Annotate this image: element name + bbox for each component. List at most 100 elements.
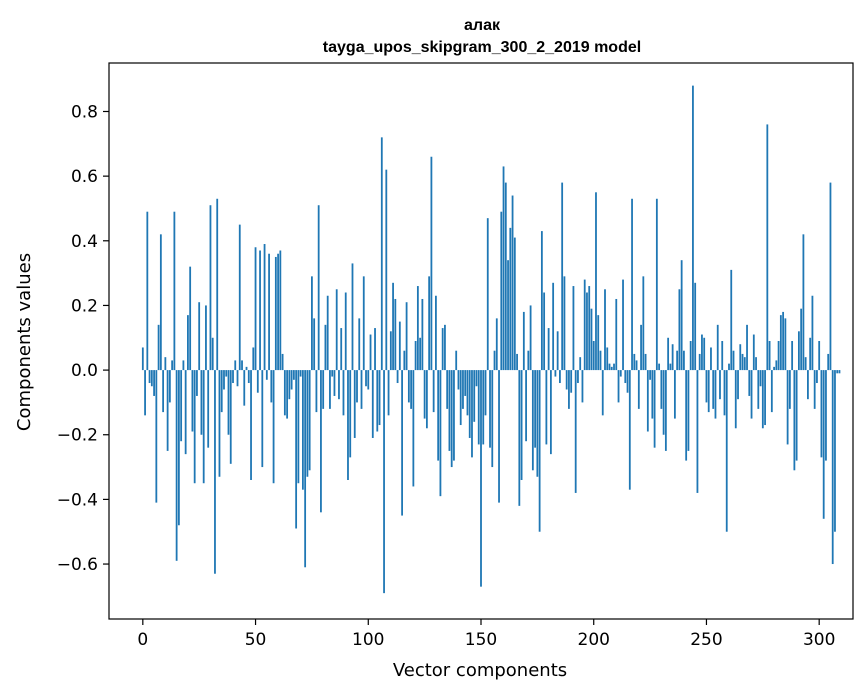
bar [500, 211, 503, 371]
bar [601, 370, 604, 416]
bar [223, 370, 225, 390]
bar [606, 347, 609, 371]
bar [263, 244, 266, 371]
bar [383, 370, 385, 594]
bar [358, 318, 361, 371]
bar [362, 276, 365, 371]
bar [752, 334, 755, 371]
bar [189, 266, 192, 371]
bar [254, 247, 257, 371]
bar [306, 370, 309, 477]
bar [712, 370, 715, 409]
bar [513, 237, 516, 371]
bar [272, 370, 275, 484]
bar [802, 234, 805, 371]
bar [590, 308, 593, 371]
bar [342, 370, 345, 416]
bar [723, 370, 726, 416]
bar [748, 370, 751, 396]
bar [247, 370, 250, 384]
bar [658, 363, 661, 371]
bar [599, 350, 602, 371]
bar [389, 331, 392, 371]
bar [220, 370, 223, 413]
bar [522, 311, 525, 371]
y-tick-label: 0.8 [71, 102, 98, 122]
bar [493, 350, 496, 371]
bar [746, 324, 748, 371]
bar [689, 341, 692, 371]
bar [680, 260, 683, 371]
bar [182, 360, 185, 371]
bar [538, 370, 541, 532]
bar [610, 366, 613, 371]
bar [392, 282, 394, 371]
bar [800, 308, 803, 371]
bar [671, 344, 674, 371]
bar [367, 370, 370, 390]
bar [250, 370, 252, 480]
x-tick-label: 300 [803, 630, 835, 650]
bar [608, 363, 611, 371]
bar [572, 286, 575, 371]
bar [416, 286, 419, 371]
bar [437, 370, 440, 461]
bar [653, 370, 656, 448]
bar [714, 370, 717, 419]
bar [678, 289, 681, 371]
bar [635, 360, 638, 371]
y-axis-ticks: −0.6 −0.4 −0.2 0.0 0.2 0.4 0.6 0.8 [57, 102, 109, 575]
bar [556, 331, 559, 371]
bar [788, 370, 791, 409]
bar [721, 341, 724, 371]
bar [644, 353, 647, 371]
bar [150, 370, 153, 387]
bar [696, 370, 699, 493]
bar [568, 370, 570, 409]
bar [450, 370, 453, 468]
x-tick-label: 150 [465, 630, 497, 650]
bar [304, 370, 307, 568]
bar [313, 318, 316, 371]
bar [631, 198, 633, 371]
bar [784, 318, 787, 371]
bar [529, 305, 532, 371]
y-tick-label: −0.6 [57, 555, 98, 575]
bar [432, 370, 435, 413]
bar [757, 370, 760, 409]
bar [320, 370, 322, 513]
bar [486, 218, 489, 371]
bar [259, 250, 261, 371]
bar [619, 370, 622, 377]
bar [818, 341, 821, 371]
bar [297, 370, 300, 484]
bar [793, 370, 796, 471]
bar [525, 370, 527, 442]
bar [234, 360, 237, 371]
bar [205, 305, 207, 371]
bar [175, 370, 178, 561]
bar [649, 370, 651, 380]
bar [755, 357, 757, 371]
bar [468, 370, 471, 438]
bar [703, 337, 706, 371]
bar [229, 370, 232, 464]
bar [274, 256, 277, 371]
bar [741, 353, 744, 371]
bar [238, 224, 241, 371]
bar [552, 282, 555, 371]
bar [173, 211, 176, 371]
bar [430, 156, 433, 371]
bar [786, 370, 789, 445]
x-tick-label: 50 [245, 630, 267, 650]
chart-title-line2: tayga_upos_skipgram_300_2_2019 model [323, 39, 641, 56]
bar [193, 370, 196, 484]
bar [164, 357, 167, 371]
bar [683, 350, 685, 371]
bar [559, 370, 561, 384]
bar [365, 370, 367, 387]
bar [299, 370, 302, 377]
bar [471, 370, 473, 458]
bar [211, 337, 214, 371]
